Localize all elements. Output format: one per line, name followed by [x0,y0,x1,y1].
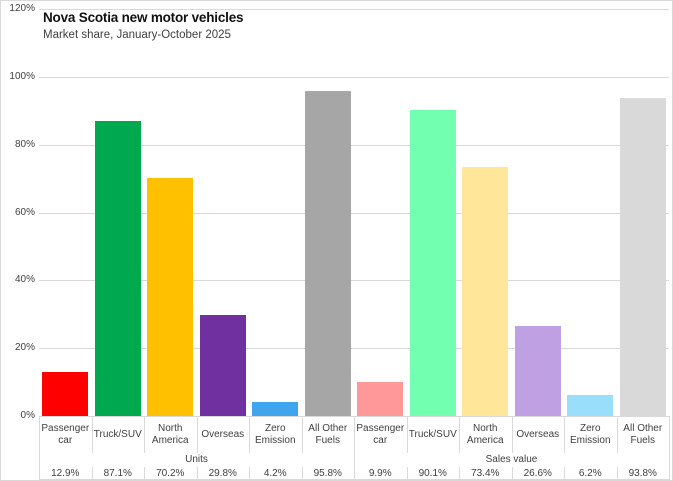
value-label: 6.2% [578,468,602,479]
y-axis-tick-label: 40% [14,274,35,286]
y-axis-tick-label: 60% [14,206,35,218]
gridline-100% [39,76,669,78]
value-row-divider [616,467,618,480]
value-label: 95.8% [313,468,342,479]
value-label: 26.6% [523,468,552,479]
bar-truck-suv-sales [409,110,456,416]
category-divider [144,416,145,453]
value-row-divider [511,467,513,480]
value-row-divider [354,467,355,480]
chart-subtitle: Market share, January-October 2025 [43,29,231,41]
value-row-divider [301,467,303,480]
gridline-120% [39,9,669,10]
category-divider [511,416,513,453]
bar-overseas-sales [514,325,561,416]
category-label: North America [466,422,504,447]
bar-north-america-units [147,177,194,416]
bar-zero-emission-units [252,401,299,416]
group-label-sales-value: Sales value [485,454,538,465]
category-divider [459,416,460,453]
value-row-divider [459,467,460,480]
value-row-divider [249,467,250,480]
value-row-divider [196,467,198,480]
category-divider [616,416,618,453]
bar-all-other-fuels-units [304,91,351,416]
gridline-20% [39,348,669,350]
bar-north-america-sales [462,167,509,416]
category-divider [406,416,408,453]
gridline-80% [39,144,669,146]
bar-passenger-car-units [42,372,89,416]
y-axis-tick-label: 80% [14,138,35,150]
value-label: 4.2% [263,468,287,479]
value-label: 70.2% [156,468,185,479]
value-label: 29.8% [208,468,237,479]
value-row-divider [406,467,408,480]
value-row-divider [669,467,670,480]
category-divider [249,416,250,453]
bar-passenger-car-sales [357,382,404,416]
category-divider [196,416,198,453]
value-label: 90.1% [418,468,447,479]
bar-zero-emission-sales [567,395,614,416]
value-label: 9.9% [368,468,392,479]
group-divider [669,416,670,467]
category-label: Zero Emission [569,422,611,447]
bar-truck-suv-units [94,120,141,416]
y-axis-tick-label: 20% [14,342,35,354]
category-label: Overseas [201,428,245,440]
y-axis-tick-label: 0% [20,410,35,421]
category-label: Passenger car [41,422,90,447]
category-label: All Other Fuels [308,422,348,447]
value-row-divider [564,467,565,480]
category-divider [564,416,565,453]
y-axis-tick-label: 100% [9,70,35,82]
value-row-divider [39,467,40,480]
group-label-units: Units [185,454,208,465]
value-label: 87.1% [103,468,132,479]
value-label: 73.4% [471,468,500,479]
category-divider [301,416,303,453]
group-divider [354,416,355,467]
y-axis-tick-label: 120% [9,3,35,14]
category-label: Zero Emission [254,422,296,447]
bar-overseas-units [199,314,246,416]
group-divider [39,416,40,467]
category-label: North America [151,422,189,447]
category-label: Overseas [516,428,560,440]
value-row-divider [144,467,145,480]
category-divider [91,416,93,453]
value-label: 12.9% [51,468,80,479]
table-bottom-border [39,479,669,480]
gridline-40% [39,280,669,282]
chart-title: Nova Scotia new motor vehicles [43,10,244,25]
value-label: 93.8% [628,468,657,479]
category-label: Passenger car [356,422,405,447]
value-row-divider [91,467,93,480]
gridline-60% [39,212,669,214]
bar-all-other-fuels-sales [619,97,666,416]
category-label: Truck/SUV [93,428,142,440]
category-label: All Other Fuels [623,422,663,447]
category-label: Truck/SUV [408,428,457,440]
